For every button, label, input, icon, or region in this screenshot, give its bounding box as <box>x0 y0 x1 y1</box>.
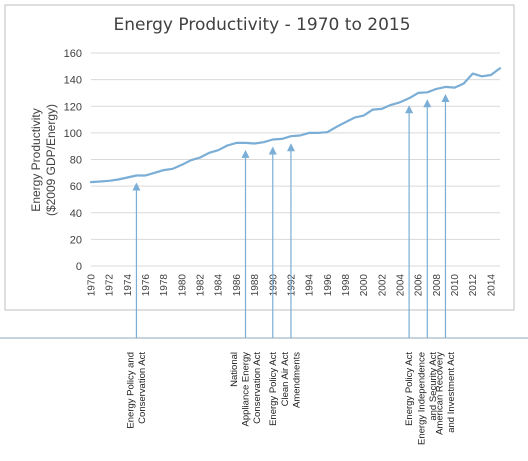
annotation-label: Conservation Act <box>137 352 148 424</box>
annotation-label: Appliance Energy <box>241 352 252 427</box>
y-tick-label: 80 <box>70 155 82 167</box>
annotation-label: Clean Air Act <box>280 352 291 407</box>
y-tick-label: 160 <box>64 48 82 60</box>
annotation-label: American Recovery <box>435 352 446 435</box>
y-tick-label: 60 <box>70 181 82 193</box>
annotation-arrowhead <box>241 149 250 158</box>
y-axis-label: Energy Productivity ($2009 GDP/Energy) <box>29 104 58 216</box>
y-tick-label: 100 <box>64 128 82 140</box>
annotation-arrowhead <box>132 182 141 191</box>
x-tick-label: 1986 <box>232 274 243 297</box>
x-tick-label: 1992 <box>286 274 297 297</box>
x-tick-label: 1998 <box>341 274 352 297</box>
annotations: Energy Policy and Conservation Act Nationa… <box>126 93 457 445</box>
annotation-arrowhead <box>268 146 277 155</box>
annotation-label: and Security Act <box>428 352 439 421</box>
x-tick-label: 1996 <box>323 274 334 297</box>
x-tick-label: 1980 <box>177 274 188 297</box>
annotation-label: Energy Policy Act <box>268 352 279 426</box>
x-tick-label: 1976 <box>141 274 152 297</box>
annotation-label: Energy Policy Act <box>404 352 415 426</box>
x-tick-label: 2006 <box>414 274 425 297</box>
x-tick-label: 2002 <box>377 274 388 297</box>
x-tick-label: 2004 <box>396 274 407 297</box>
annotation-arrowhead <box>441 93 450 102</box>
x-tick-label: 1972 <box>105 274 116 297</box>
x-tick-label: 2012 <box>468 274 479 297</box>
annotation-label: Conservation Act <box>252 352 263 424</box>
annotation-arrowhead <box>405 105 414 114</box>
gridlines <box>91 52 500 267</box>
y-tick-label: 20 <box>70 234 82 246</box>
x-tick-labels: 1970 1972 1974 1976 1978 1980 1982 1984 1986 1988… <box>87 274 498 297</box>
chart-frame <box>4 4 515 311</box>
x-tick-label: 2014 <box>486 274 497 297</box>
x-tick-label: 2008 <box>432 274 443 297</box>
annotation-label: Energy Policy and <box>126 352 137 429</box>
x-tick-label: 1988 <box>250 274 261 297</box>
x-tick-label: 2010 <box>450 274 461 297</box>
y-tick-labels: 0 20 40 60 80 100 120 140 160 <box>64 48 82 273</box>
x-tick-label: 1970 <box>87 274 98 297</box>
series-line-energy-productivity <box>89 67 502 184</box>
x-tick-label: 1974 <box>123 274 134 297</box>
y-tick-label: 120 <box>64 101 82 113</box>
y-tick-label: 0 <box>76 261 82 273</box>
x-tick-label: 1978 <box>159 274 170 297</box>
x-tick-label: 1984 <box>214 274 225 297</box>
y-axis-label-line-1: Energy Productivity <box>29 108 43 211</box>
annotation-label: National <box>229 352 240 387</box>
annotation-label: Amendments <box>292 352 303 408</box>
x-tick-label: 2000 <box>359 274 370 297</box>
x-tick-label: 1994 <box>305 274 316 297</box>
y-axis-label-line-2: ($2009 GDP/Energy) <box>44 104 58 216</box>
annotation-arrowhead <box>286 143 295 152</box>
chart-title: Energy Productivity - 1970 to 2015 <box>113 15 410 35</box>
annotation-label: Energy Independence <box>417 352 428 445</box>
x-tick-label: 1982 <box>196 274 207 297</box>
y-tick-label: 40 <box>70 208 82 220</box>
x-tick-label: 1990 <box>268 274 279 297</box>
annotation-label: and Investment Act <box>446 352 457 433</box>
annotation-arrowhead <box>423 99 432 108</box>
y-tick-label: 140 <box>64 75 82 87</box>
